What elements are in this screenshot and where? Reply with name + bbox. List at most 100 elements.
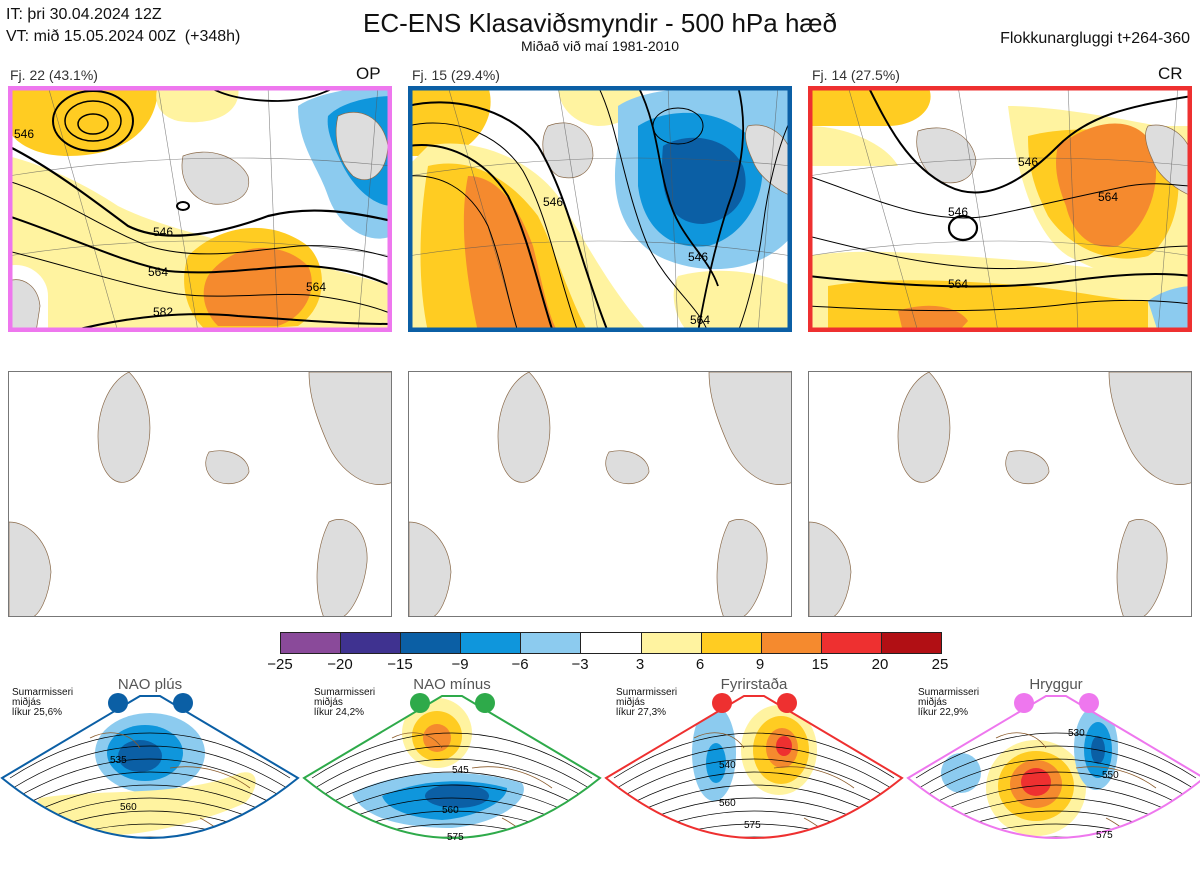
colorbar-segment [460, 633, 521, 653]
regime-side-line: Sumarmisseri [918, 687, 980, 698]
header-info: IT: þri 30.04.2024 12Z VT: mið 15.05.2024… [6, 4, 240, 48]
cluster-3-contour-label: 546 [1018, 155, 1038, 169]
cluster-1-label: Fj. 22 (43.1%) [10, 67, 98, 83]
colorbar-segment [640, 633, 701, 653]
page-title: EC-ENS Klasaviðsmyndir - 500 hPa hæð [363, 8, 837, 38]
regime-side-line: Sumarmisseri [12, 687, 74, 698]
regime-map: 530 550 575 [906, 695, 1200, 841]
init-time: IT: þri 30.04.2024 12Z [6, 6, 162, 23]
regime-name: NAO mínus [413, 676, 491, 693]
regime-contour-label: 550 [1102, 770, 1119, 781]
colorbar-segment [700, 633, 761, 653]
regime-side-line: líkur 27,3% [616, 707, 667, 718]
colorbar-segment [400, 633, 461, 653]
colorbar-tick: −20 [327, 656, 353, 673]
cluster-1-frame [8, 86, 392, 332]
colorbar-segment [340, 633, 401, 653]
colorbar-tick: 6 [695, 656, 705, 673]
regime-map: 535 560 [0, 695, 300, 839]
colorbar-tick: 15 [811, 656, 829, 673]
cluster-1-contour-label: 564 [306, 280, 326, 294]
regime-side-line: miðjás [616, 697, 645, 708]
cluster-3-contour-label: 564 [948, 277, 968, 291]
colorbar-segment [520, 633, 581, 653]
regime-contour-label: 560 [120, 802, 137, 813]
regime-side-text: Sumarmisseri miðjás líkur 22,9% [918, 688, 979, 718]
cluster-1-tag: OP [356, 64, 381, 83]
regime-side-line: miðjás [314, 697, 343, 708]
regime-side-line: líkur 24,2% [314, 707, 365, 718]
colorbar-tick: 20 [871, 656, 889, 673]
colorbar-segment [760, 633, 821, 653]
regime-contour-label: 530 [1068, 728, 1085, 739]
colorbar-tick: −25 [267, 656, 293, 673]
regime-side-line: líkur 25,6% [12, 707, 63, 718]
empty-map-3 [808, 371, 1192, 617]
cluster-2-map: 546 546 564 [408, 86, 792, 332]
cluster-3-frame [808, 86, 1192, 332]
regime-panel: Sumarmisseri miðjás líkur 25,6% NAO plús 535… [0, 676, 300, 871]
regime-contour-label: 560 [719, 798, 736, 809]
cluster-3-map: 546 546 564 564 [808, 86, 1192, 332]
cluster-1-contour-label: 546 [14, 127, 34, 141]
colorbar-segment [820, 633, 881, 653]
regime-panel: Sumarmisseri miðjás líkur 24,2% NAO mínus 54… [302, 676, 602, 871]
cluster-2-label: Fj. 15 (29.4%) [412, 67, 500, 83]
regime-side-line: líkur 22,9% [918, 707, 969, 718]
regime-side-line: Sumarmisseri [616, 687, 678, 698]
cluster-3-label: Fj. 14 (27.5%) [812, 67, 900, 83]
cluster-1-map: 546 546 564 564 582 [8, 86, 392, 332]
regime-side-text: Sumarmisseri miðjás líkur 27,3% [616, 688, 677, 718]
colorbar-segment [580, 633, 641, 653]
page-subtitle: Miðað við maí 1981-2010 [521, 38, 679, 54]
colorbar-tick: 9 [755, 656, 765, 673]
colorbar-tick: −3 [571, 656, 589, 673]
empty-map-1 [8, 371, 392, 617]
regime-contour-label: 540 [719, 760, 736, 771]
regime-marker-dot [108, 693, 128, 713]
colorbar-tick: −6 [511, 656, 529, 673]
regime-marker-dot [777, 693, 797, 713]
regime-side-line: miðjás [918, 697, 947, 708]
regime-side-text: Sumarmisseri miðjás líkur 24,2% [314, 688, 375, 718]
cluster-2-frame [408, 86, 792, 332]
regime-name: Hryggur [1029, 676, 1083, 693]
cluster-1-contour-label: 564 [148, 265, 168, 279]
regime-contour-label: 535 [110, 755, 127, 766]
regime-marker-dot [712, 693, 732, 713]
regime-contour-label: 575 [744, 820, 761, 831]
regime-marker-dot [173, 693, 193, 713]
regime-contour-label: 545 [452, 765, 469, 776]
regime-map: 545 560 575 [302, 695, 602, 843]
cluster-2-contour-label: 564 [690, 313, 710, 327]
regime-contour-label: 575 [447, 832, 464, 843]
classification-window: Flokkunargluggi t+264-360 [1000, 30, 1190, 47]
regime-contour-label: 560 [442, 805, 459, 816]
regime-marker-dot [1079, 693, 1099, 713]
colorbar-tick: 3 [635, 656, 645, 673]
regime-marker-dot [410, 693, 430, 713]
regime-side-text: Sumarmisseri miðjás líkur 25,6% [12, 688, 73, 718]
colorbar [280, 632, 942, 654]
regime-side-line: Sumarmisseri [314, 687, 376, 698]
colorbar-tick: 25 [931, 656, 949, 673]
regime-map: 540 560 575 [604, 695, 904, 839]
regime-panel: Sumarmisseri miðjás líkur 22,9% Hryggur 530 5… [906, 676, 1200, 871]
colorbar-segment [281, 633, 341, 653]
cluster-2-contour-label: 546 [688, 250, 708, 264]
regime-marker-dot [475, 693, 495, 713]
colorbar-tick: −15 [387, 656, 413, 673]
cluster-3-contour-label: 564 [1098, 190, 1118, 204]
regime-side-line: miðjás [12, 697, 41, 708]
regime-name: Fyrirstaða [720, 676, 788, 693]
colorbar-tick: −9 [451, 656, 469, 673]
regime-panel: Sumarmisseri miðjás líkur 27,3% Fyrirstaða 5… [604, 676, 904, 871]
regime-marker-dot [1014, 693, 1034, 713]
valid-time: VT: mið 15.05.2024 00Z (+348h) [6, 28, 241, 45]
cluster-2-contour-label: 546 [543, 195, 563, 209]
empty-map-2 [408, 371, 792, 617]
colorbar-ticks: −25 −20 −15 −9 −6 −3 3 6 9 15 20 25 [0, 656, 1200, 676]
regime-contour-label: 575 [1096, 830, 1113, 841]
cluster-1-contour-label: 582 [153, 305, 173, 319]
cluster-1-contour-label: 546 [153, 225, 173, 239]
